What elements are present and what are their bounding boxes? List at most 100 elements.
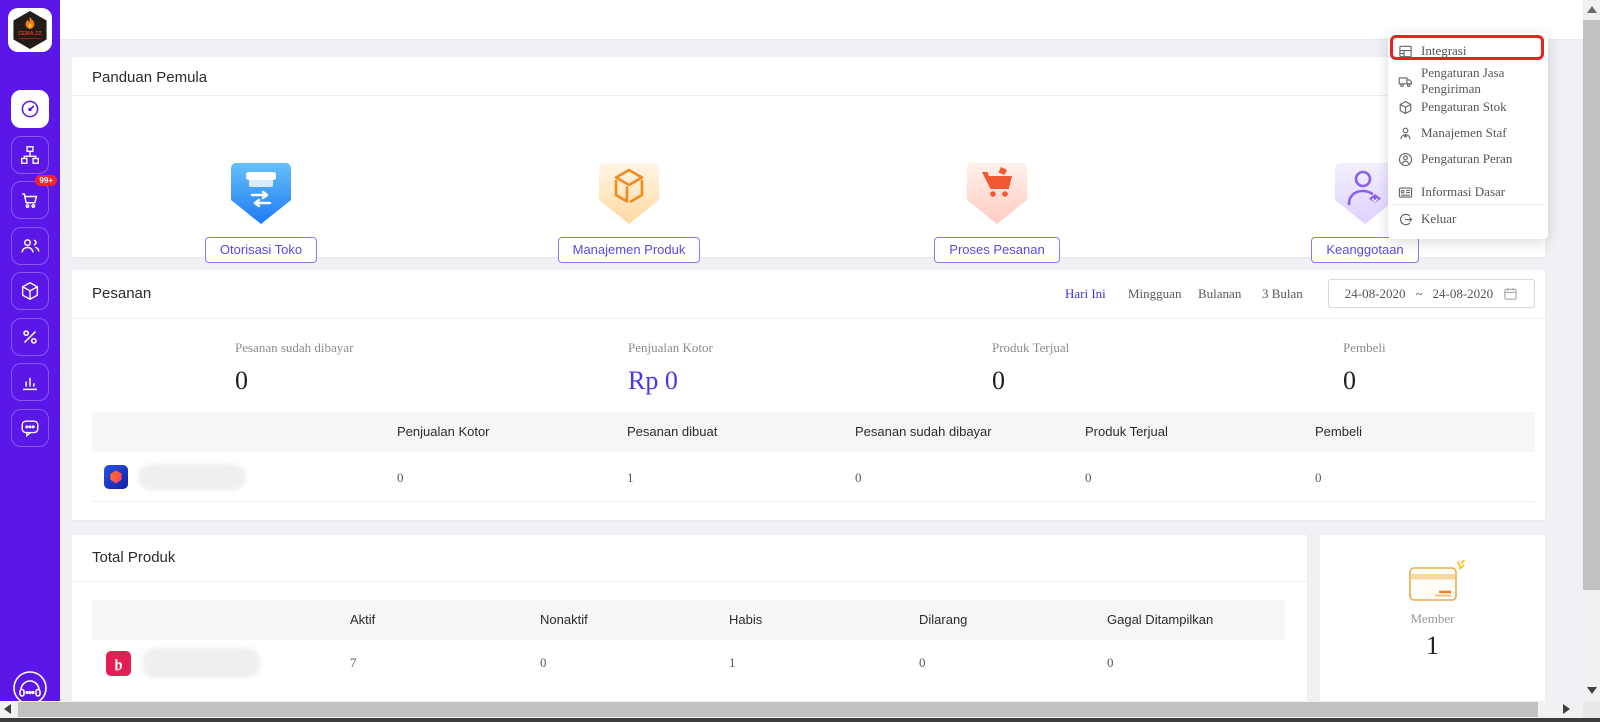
app-logo[interactable]: CEMA.ZZ	[8, 8, 52, 52]
svg-text:b: b	[113, 656, 124, 674]
order-cart-icon	[847, 162, 1147, 228]
cell-orders-created: 1	[627, 470, 634, 485]
column-header: Penjualan Kotor	[397, 424, 490, 439]
cell-failed-display: 0	[1107, 655, 1114, 670]
authorize-store-button[interactable]: Otorisasi Toko	[204, 237, 318, 263]
stat-label: Penjualan Kotor	[628, 340, 713, 355]
total-products-card: Total Produk Aktif Nonaktif Habis Dilara…	[72, 535, 1307, 703]
redacted-store-name	[142, 648, 260, 678]
cell-products-sold: 0	[1085, 470, 1092, 485]
process-orders-button[interactable]: Proses Pesanan	[934, 237, 1060, 263]
sidebar-item-analytics[interactable]	[11, 363, 49, 401]
package-icon	[21, 281, 39, 301]
menu-item-pengaturan-peran[interactable]: Pengaturan Peran	[1398, 147, 1540, 171]
sidebar: CEMA.ZZ 99+	[0, 0, 60, 705]
stat-products-sold: Produk Terjual 0	[992, 340, 1069, 396]
column-header: Nonaktif	[540, 612, 588, 627]
chat-bubble-icon	[21, 420, 39, 438]
cell-active: 7	[350, 655, 357, 670]
orders-table-row[interactable]: 0 1 0 0 0	[92, 452, 1535, 502]
integration-icon	[1399, 45, 1412, 57]
date-range-picker[interactable]: 24-08-2020 ~ 24-08-2020	[1328, 279, 1535, 308]
products-table-header: Aktif Nonaktif Habis Dilarang Gagal Dita…	[92, 600, 1285, 640]
window-bottom-edge	[0, 718, 1600, 722]
scroll-left-arrow[interactable]	[4, 704, 11, 714]
products-table-row[interactable]: b 7 0 1 0 0	[92, 640, 1285, 700]
sidebar-item-chat[interactable]	[11, 409, 49, 447]
manage-products-button[interactable]: Manajemen Produk	[557, 237, 701, 263]
scroll-up-arrow[interactable]	[1587, 6, 1597, 13]
cell-out-of-stock: 1	[729, 655, 736, 670]
orders-card: Pesanan Hari Ini Mingguan Bulanan 3 Bula…	[72, 270, 1545, 520]
cell-inactive: 0	[540, 655, 547, 670]
logo-text: CEMA.ZZ	[18, 31, 42, 37]
sidebar-item-products[interactable]	[11, 272, 49, 310]
menu-item-label: Pengaturan Peran	[1421, 151, 1513, 166]
member-label: Member	[1410, 611, 1455, 626]
scroll-right-arrow[interactable]	[1563, 704, 1570, 714]
stat-value: 0	[235, 366, 248, 395]
stat-gross-sales: Penjualan Kotor Rp 0	[628, 340, 713, 396]
date-from: 24-08-2020	[1344, 285, 1406, 301]
stat-value: 0	[992, 366, 1005, 395]
member-value: 1	[1426, 631, 1439, 660]
column-header: Produk Terjual	[1085, 424, 1168, 439]
tab-weekly[interactable]: Mingguan	[1128, 286, 1182, 301]
menu-item-label: Manajemen Staf	[1421, 125, 1507, 140]
menu-item-pengaturan-stok[interactable]: Pengaturan Stok	[1398, 95, 1540, 119]
bukalapak-store-icon: b	[106, 651, 131, 676]
menu-item-manajemen-staf[interactable]: Manajemen Staf	[1398, 121, 1540, 145]
tab-quarter[interactable]: 3 Bulan	[1262, 286, 1303, 301]
cart-badge: 99+	[35, 175, 57, 186]
stat-label: Produk Terjual	[992, 340, 1070, 355]
scrollbar-corner	[1583, 701, 1600, 718]
horizontal-scrollbar-thumb[interactable]	[18, 702, 1538, 717]
column-header: Pesanan sudah dibayar	[855, 424, 992, 439]
menu-item-label: Pengaturan Jasa Pengiriman	[1421, 65, 1505, 96]
scroll-down-arrow[interactable]	[1587, 687, 1597, 694]
tab-monthly[interactable]: Bulanan	[1198, 286, 1242, 301]
role-icon	[1398, 152, 1413, 166]
percent-icon	[23, 330, 37, 344]
column-header: Pembeli	[1315, 424, 1362, 439]
logo-subtext	[19, 38, 41, 43]
column-header: Dilarang	[919, 612, 968, 627]
sidebar-item-promotions[interactable]	[11, 318, 49, 356]
beginner-guide-card: Panduan Pemula Otorisasi Toko Sinkronisa…	[72, 57, 1545, 302]
menu-item-label: Informasi Dasar	[1421, 184, 1506, 199]
menu-item-integrasi[interactable]: Integrasi	[1398, 39, 1540, 63]
settings-dropdown-menu: Integrasi Pengaturan Jasa Pengiriman Pen…	[1388, 33, 1548, 239]
date-separator: ~	[1415, 285, 1423, 301]
staff-icon	[1400, 127, 1411, 139]
membership-button[interactable]: Keanggotaan	[1311, 237, 1419, 263]
tab-today[interactable]: Hari Ini	[1065, 286, 1106, 301]
vertical-scrollbar-thumb[interactable]	[1583, 20, 1600, 590]
divider	[72, 95, 1545, 96]
truck-icon	[1398, 76, 1412, 87]
speedometer-icon	[21, 100, 39, 118]
redacted-store-name	[138, 464, 246, 490]
flame-icon	[25, 17, 35, 29]
sidebar-item-stores[interactable]	[11, 136, 49, 174]
products-title: Total Produk	[92, 549, 176, 566]
sidebar-item-customers[interactable]	[11, 227, 49, 265]
orders-table-header: Penjualan Kotor Pesanan dibuat Pesanan s…	[92, 412, 1535, 452]
calendar-icon	[1504, 287, 1517, 300]
sidebar-item-dashboard[interactable]	[11, 90, 49, 128]
menu-item-jasa-pengiriman[interactable]: Pengaturan Jasa Pengiriman	[1398, 65, 1540, 96]
menu-item-informasi-dasar[interactable]: Informasi Dasar	[1398, 180, 1540, 204]
divider	[72, 318, 1545, 319]
logout-icon	[1400, 213, 1413, 225]
column-header: Pesanan dibuat	[627, 424, 718, 439]
lazada-store-icon	[104, 465, 128, 489]
customers-icon	[21, 239, 40, 253]
member-credit-card-icon	[1409, 559, 1465, 601]
menu-item-label: Keluar	[1421, 211, 1457, 226]
menu-item-keluar[interactable]: Keluar	[1398, 207, 1540, 231]
stat-orders-paid: Pesanan sudah dibayar 0	[235, 340, 353, 396]
orders-title: Pesanan	[92, 285, 152, 302]
sidebar-item-orders[interactable]: 99+	[11, 175, 57, 219]
stat-buyers: Pembeli 0	[1343, 340, 1386, 396]
divider	[72, 581, 1307, 582]
